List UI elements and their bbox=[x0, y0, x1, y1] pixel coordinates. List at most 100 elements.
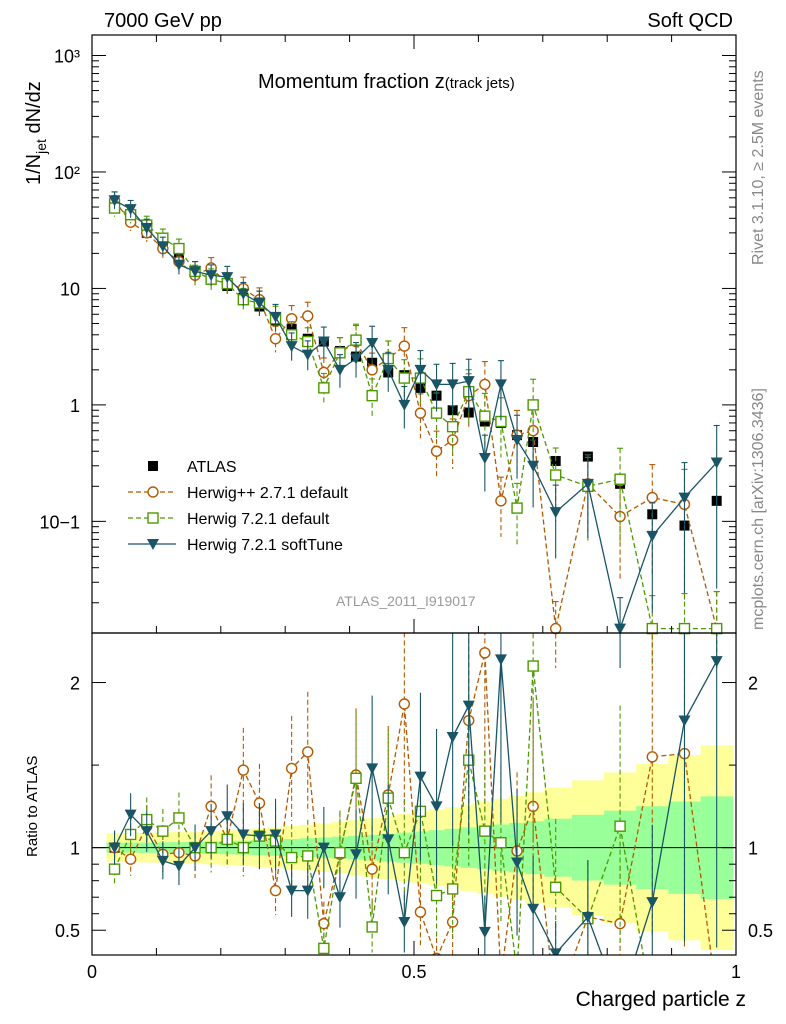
data-point bbox=[614, 473, 626, 485]
ratio-point bbox=[366, 763, 379, 775]
ratio-point bbox=[124, 809, 137, 821]
ratio-point bbox=[285, 762, 298, 775]
y-axis-label: 1/Njet dN/dz bbox=[23, 81, 49, 185]
ratio-point bbox=[366, 921, 378, 933]
x-tick-label: 1 bbox=[731, 962, 741, 982]
legend-marker bbox=[148, 461, 158, 471]
data-point bbox=[646, 622, 658, 635]
ratio-point bbox=[301, 885, 314, 897]
ratio-point bbox=[527, 660, 539, 672]
data-point bbox=[221, 272, 234, 284]
data-point bbox=[527, 460, 540, 472]
y-axis-label-sub: jet bbox=[33, 139, 49, 155]
main-plot-marks bbox=[108, 191, 723, 669]
data-point bbox=[124, 204, 137, 216]
data-point bbox=[479, 378, 491, 391]
data-point bbox=[398, 372, 411, 384]
data-point bbox=[527, 399, 539, 411]
data-point bbox=[549, 507, 562, 519]
x-axis-label: Charged particle z bbox=[576, 988, 746, 1011]
ratio-point bbox=[494, 654, 507, 666]
ratio-plot-marks bbox=[108, 633, 723, 983]
ratio-uncertainty-bands bbox=[92, 745, 736, 951]
ratio-point bbox=[156, 855, 169, 867]
data-point bbox=[549, 622, 562, 635]
ratio-point bbox=[398, 846, 411, 859]
legend-label: Herwig 7.2.1 default bbox=[187, 511, 330, 528]
series-0 bbox=[109, 195, 722, 531]
ratio-point bbox=[581, 912, 594, 924]
ratio-point bbox=[496, 973, 506, 983]
plot-title: Momentum fraction z(track jets) bbox=[258, 71, 515, 93]
data-point bbox=[237, 288, 250, 300]
header-right: Soft QCD bbox=[647, 10, 733, 32]
ratio-point bbox=[317, 842, 330, 854]
ratio-tick-label-right: 2 bbox=[748, 674, 758, 694]
y-tick-label: 1 bbox=[70, 396, 80, 416]
ratio-point bbox=[710, 656, 723, 668]
ratio-point bbox=[350, 772, 362, 785]
data-point bbox=[646, 491, 658, 504]
data-point bbox=[318, 382, 330, 394]
ratio-point bbox=[108, 863, 121, 875]
ratio-tick-label-right: 1 bbox=[748, 839, 758, 859]
header-left: 7000 GeV pp bbox=[104, 10, 222, 32]
ratio-point bbox=[512, 968, 522, 978]
ratio-point bbox=[172, 860, 185, 872]
ratio-tick-label: 1 bbox=[70, 839, 80, 859]
data-point bbox=[333, 364, 346, 376]
ratio-point bbox=[205, 826, 218, 838]
data-point bbox=[253, 297, 266, 309]
data-point bbox=[581, 478, 594, 490]
data-point bbox=[382, 364, 395, 376]
ratio-series-body bbox=[108, 633, 712, 983]
data-point bbox=[398, 340, 411, 352]
legend-entry: Herwig 7.2.1 default bbox=[128, 511, 330, 528]
ratio-point bbox=[124, 853, 137, 865]
data-point bbox=[511, 434, 524, 446]
ratio-point bbox=[446, 732, 459, 744]
ratio-point bbox=[479, 825, 491, 837]
legend-marker bbox=[147, 539, 159, 550]
data-point bbox=[269, 311, 282, 323]
ratio-point bbox=[430, 889, 443, 902]
ratio-point bbox=[414, 906, 427, 918]
data-point bbox=[189, 266, 202, 278]
ratio-point bbox=[253, 831, 266, 843]
ratio-point bbox=[446, 883, 459, 895]
legend-marker bbox=[147, 486, 159, 498]
legend-label: Herwig 7.2.1 softTune bbox=[187, 537, 343, 554]
y-tick-label: 10−1 bbox=[39, 512, 80, 532]
ratio-tick-label: 0.5 bbox=[55, 921, 80, 941]
data-point bbox=[286, 323, 297, 334]
ratio-point bbox=[462, 700, 475, 712]
ratio-point bbox=[189, 842, 202, 854]
data-point bbox=[462, 376, 475, 388]
y-tick-label: 10³ bbox=[54, 47, 80, 67]
ratio-point bbox=[430, 801, 443, 813]
ratio-point bbox=[549, 948, 562, 955]
axes-ticks: 0 0.5 1 10−1 1 10 10² 10³ 0.5 0.5 1 1 2 2 bbox=[39, 35, 773, 982]
data-point bbox=[366, 337, 379, 349]
ratio-point bbox=[333, 892, 346, 904]
ratio-tick-label-right: 0.5 bbox=[748, 921, 773, 941]
analysis-label: ATLAS_2011_I919017 bbox=[336, 593, 476, 609]
ratio-point bbox=[140, 826, 153, 838]
ratio-series-2 bbox=[108, 633, 723, 955]
data-point bbox=[398, 399, 411, 411]
data-point bbox=[173, 242, 185, 255]
data-point bbox=[108, 195, 121, 207]
y-axis-label-tail: dN/dz bbox=[23, 81, 45, 139]
data-point bbox=[430, 445, 443, 457]
legend: ATLAS Herwig++ 2.7.1 default Herwig 7.2.1 … bbox=[128, 459, 349, 554]
data-point bbox=[366, 389, 378, 402]
ratio-series-body bbox=[108, 633, 723, 955]
data-point bbox=[414, 364, 427, 376]
data-point bbox=[710, 457, 723, 469]
ratio-point bbox=[350, 849, 363, 861]
data-point bbox=[494, 379, 507, 391]
data-point bbox=[430, 379, 443, 391]
data-point bbox=[366, 364, 378, 376]
ratio-point bbox=[478, 926, 491, 938]
ratio-point bbox=[398, 916, 411, 928]
